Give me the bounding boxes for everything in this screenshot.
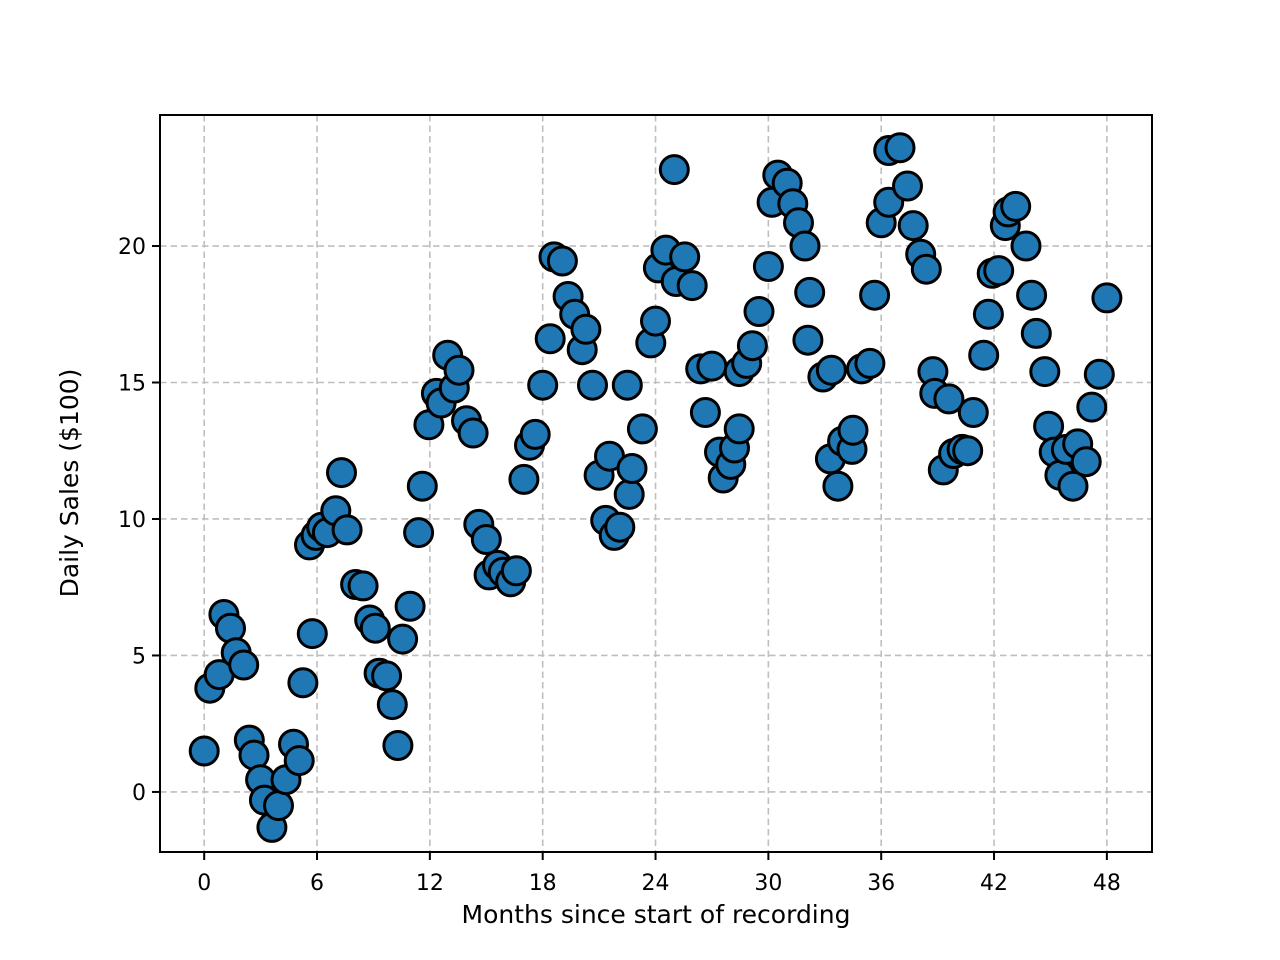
- data-point: [854, 347, 886, 379]
- data-point: [723, 413, 755, 445]
- data-point: [676, 270, 708, 302]
- data-point: [347, 570, 379, 602]
- x-tick-label: 30: [754, 871, 782, 896]
- data-point: [457, 417, 489, 449]
- data-point: [263, 790, 294, 822]
- data-point: [952, 435, 984, 467]
- x-tick-label: 48: [1093, 871, 1121, 896]
- data-point: [859, 279, 891, 311]
- data-point: [736, 330, 768, 362]
- data-point: [1000, 190, 1032, 222]
- data-point: [794, 276, 826, 308]
- data-point: [1029, 356, 1061, 388]
- data-point: [283, 745, 315, 777]
- points-layer: [188, 132, 1123, 843]
- data-point: [296, 618, 328, 650]
- data-point: [1083, 358, 1115, 390]
- data-point: [789, 230, 821, 262]
- data-point: [1070, 446, 1102, 478]
- data-point: [837, 414, 869, 446]
- data-point: [376, 689, 408, 721]
- data-point: [640, 305, 671, 337]
- data-point: [613, 478, 645, 510]
- data-point: [910, 253, 942, 285]
- data-point: [957, 397, 989, 428]
- data-point: [570, 313, 602, 345]
- y-tick-label: 5: [132, 644, 146, 669]
- data-point: [519, 418, 551, 450]
- data-point: [897, 210, 929, 242]
- data-point: [188, 735, 220, 767]
- x-tick-label: 42: [980, 871, 1008, 896]
- data-point: [1010, 230, 1042, 262]
- data-point: [604, 511, 636, 543]
- data-point: [470, 524, 502, 555]
- x-axis-label: Months since start of recording: [462, 900, 851, 929]
- data-point: [815, 354, 847, 386]
- axis-layer: 0 6 12 18 24 30 36 42 48 0 5 10 15 20: [118, 235, 1121, 896]
- data-point: [228, 649, 260, 681]
- data-point: [669, 241, 701, 273]
- data-point: [1016, 279, 1048, 311]
- data-point: [792, 324, 824, 356]
- data-point: [616, 453, 648, 484]
- data-point: [1057, 470, 1089, 502]
- data-point: [527, 369, 559, 401]
- data-point: [359, 612, 391, 644]
- data-point: [371, 660, 403, 692]
- data-point: [892, 170, 923, 202]
- data-point: [326, 457, 357, 489]
- data-point: [331, 514, 363, 546]
- data-point: [1020, 317, 1052, 349]
- grid-layer: [160, 115, 1152, 852]
- data-point: [983, 255, 1015, 287]
- y-tick-label: 10: [118, 508, 146, 533]
- data-point: [500, 555, 532, 587]
- data-point: [577, 369, 608, 401]
- data-point: [611, 369, 643, 401]
- x-tick-label: 6: [310, 871, 324, 896]
- y-axis-label: Daily Sales ($100): [55, 369, 84, 598]
- x-tick-label: 24: [642, 871, 670, 896]
- data-point: [387, 623, 419, 655]
- x-tick-label: 18: [529, 871, 557, 896]
- data-point: [752, 251, 784, 282]
- x-tick-label: 12: [416, 871, 444, 896]
- data-point: [443, 354, 475, 386]
- data-point: [658, 154, 690, 186]
- data-point: [508, 463, 540, 495]
- data-point: [968, 339, 1000, 371]
- data-point: [743, 296, 775, 327]
- data-point: [1033, 410, 1065, 442]
- data-point: [546, 245, 578, 277]
- x-tick-label: 0: [197, 871, 211, 896]
- data-point: [382, 730, 414, 761]
- data-point: [689, 397, 721, 428]
- plot-border: [159, 114, 1153, 853]
- x-tick-label: 36: [867, 871, 895, 896]
- y-tick-label: 15: [118, 372, 146, 397]
- data-point: [406, 470, 438, 502]
- data-point: [1076, 391, 1108, 423]
- data-point: [287, 667, 319, 699]
- data-point: [394, 590, 426, 622]
- data-point: [972, 298, 1004, 330]
- y-tick-label: 0: [132, 781, 146, 806]
- data-point: [884, 132, 916, 164]
- data-point: [534, 323, 566, 355]
- data-point: [933, 383, 965, 415]
- data-point: [403, 517, 435, 549]
- data-point: [1091, 282, 1123, 314]
- data-point: [822, 470, 854, 502]
- y-tick-label: 20: [118, 235, 146, 260]
- data-point: [626, 413, 658, 445]
- data-point: [696, 350, 728, 382]
